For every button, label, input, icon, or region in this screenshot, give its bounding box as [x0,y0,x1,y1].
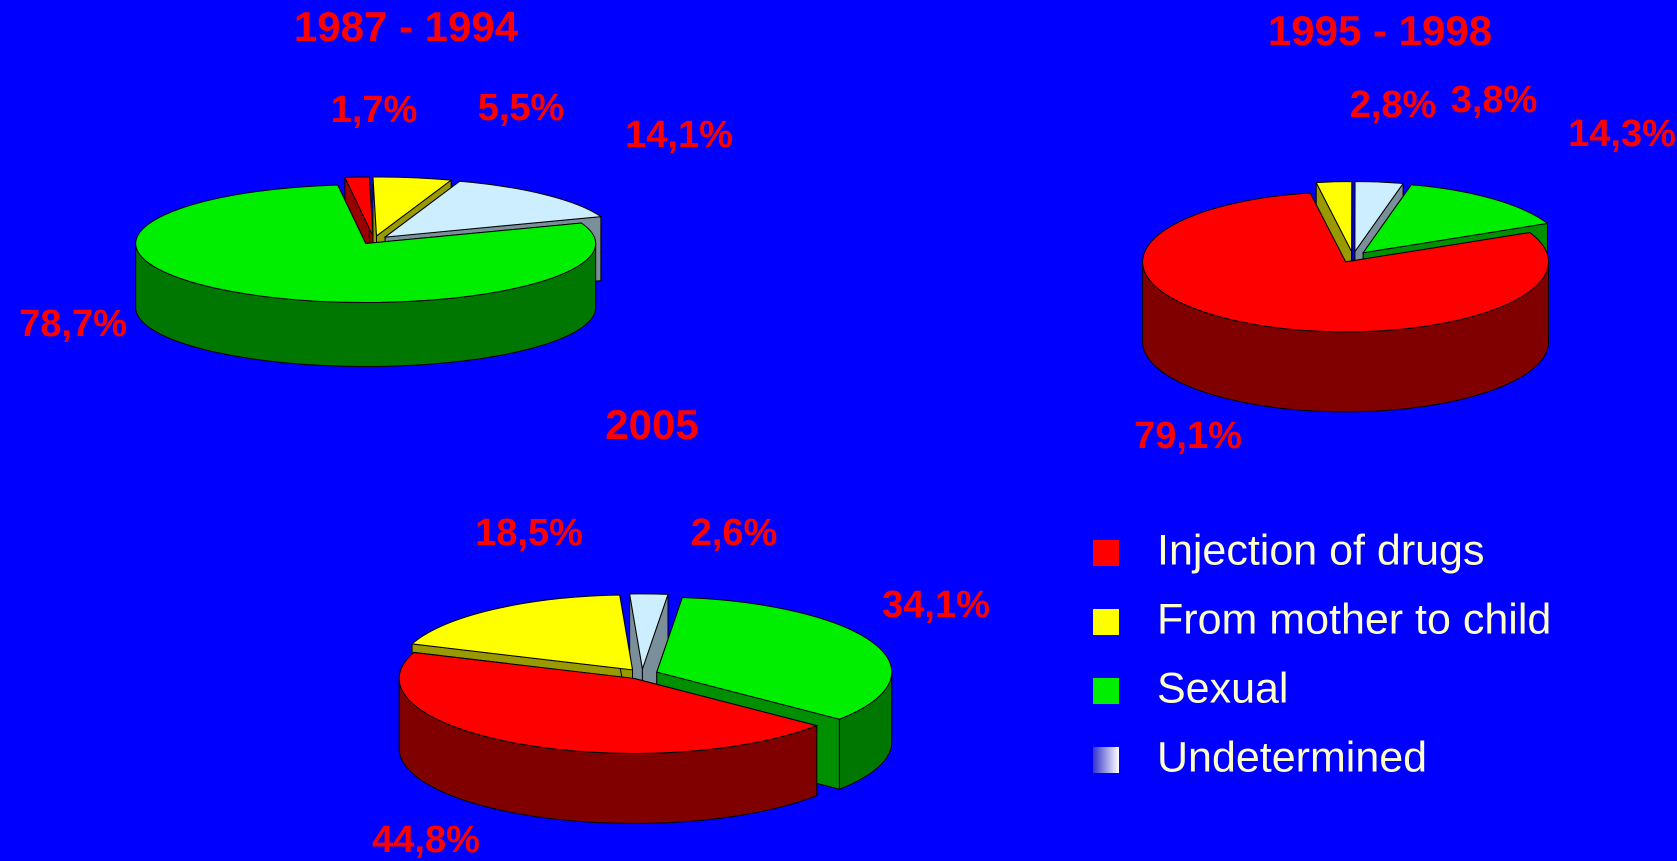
value-label: 2,8% [1350,84,1437,126]
legend-label: From mother to child [1157,595,1551,643]
legend-label: Sexual [1157,664,1288,712]
value-label: 34,1% [882,584,990,626]
legend-swatch [1093,609,1119,635]
value-label: 79,1% [1134,415,1242,457]
value-label: 14,3% [1568,113,1676,155]
slice [656,596,893,720]
legend-label: Injection of drugs [1157,526,1484,574]
slice [1354,181,1404,254]
slice [1315,181,1353,252]
legend-swatch [1093,540,1119,566]
legend-swatch [1093,678,1119,704]
value-label: 78,7% [19,303,127,345]
value-label: 44,8% [372,819,480,861]
value-label: 14,1% [625,114,733,156]
slice [1362,184,1549,254]
slice [398,651,819,754]
slice [410,594,634,671]
slice [383,180,603,238]
chart-title: 2005 [605,401,698,448]
value-label: 3,8% [1451,79,1538,121]
slice [372,176,453,237]
slice [344,176,374,237]
value-label: 5,5% [478,87,565,129]
slice [629,593,669,670]
chart-title: 1987 - 1994 [294,3,519,50]
legend-label: Undetermined [1157,733,1427,781]
value-label: 2,6% [691,512,778,554]
chart-title: 1995 - 1998 [1268,7,1492,54]
slice [1142,192,1550,333]
slice [135,184,597,304]
value-label: 18,5% [475,512,583,554]
legend-swatch [1093,747,1119,773]
value-label: 1,7% [331,89,418,131]
